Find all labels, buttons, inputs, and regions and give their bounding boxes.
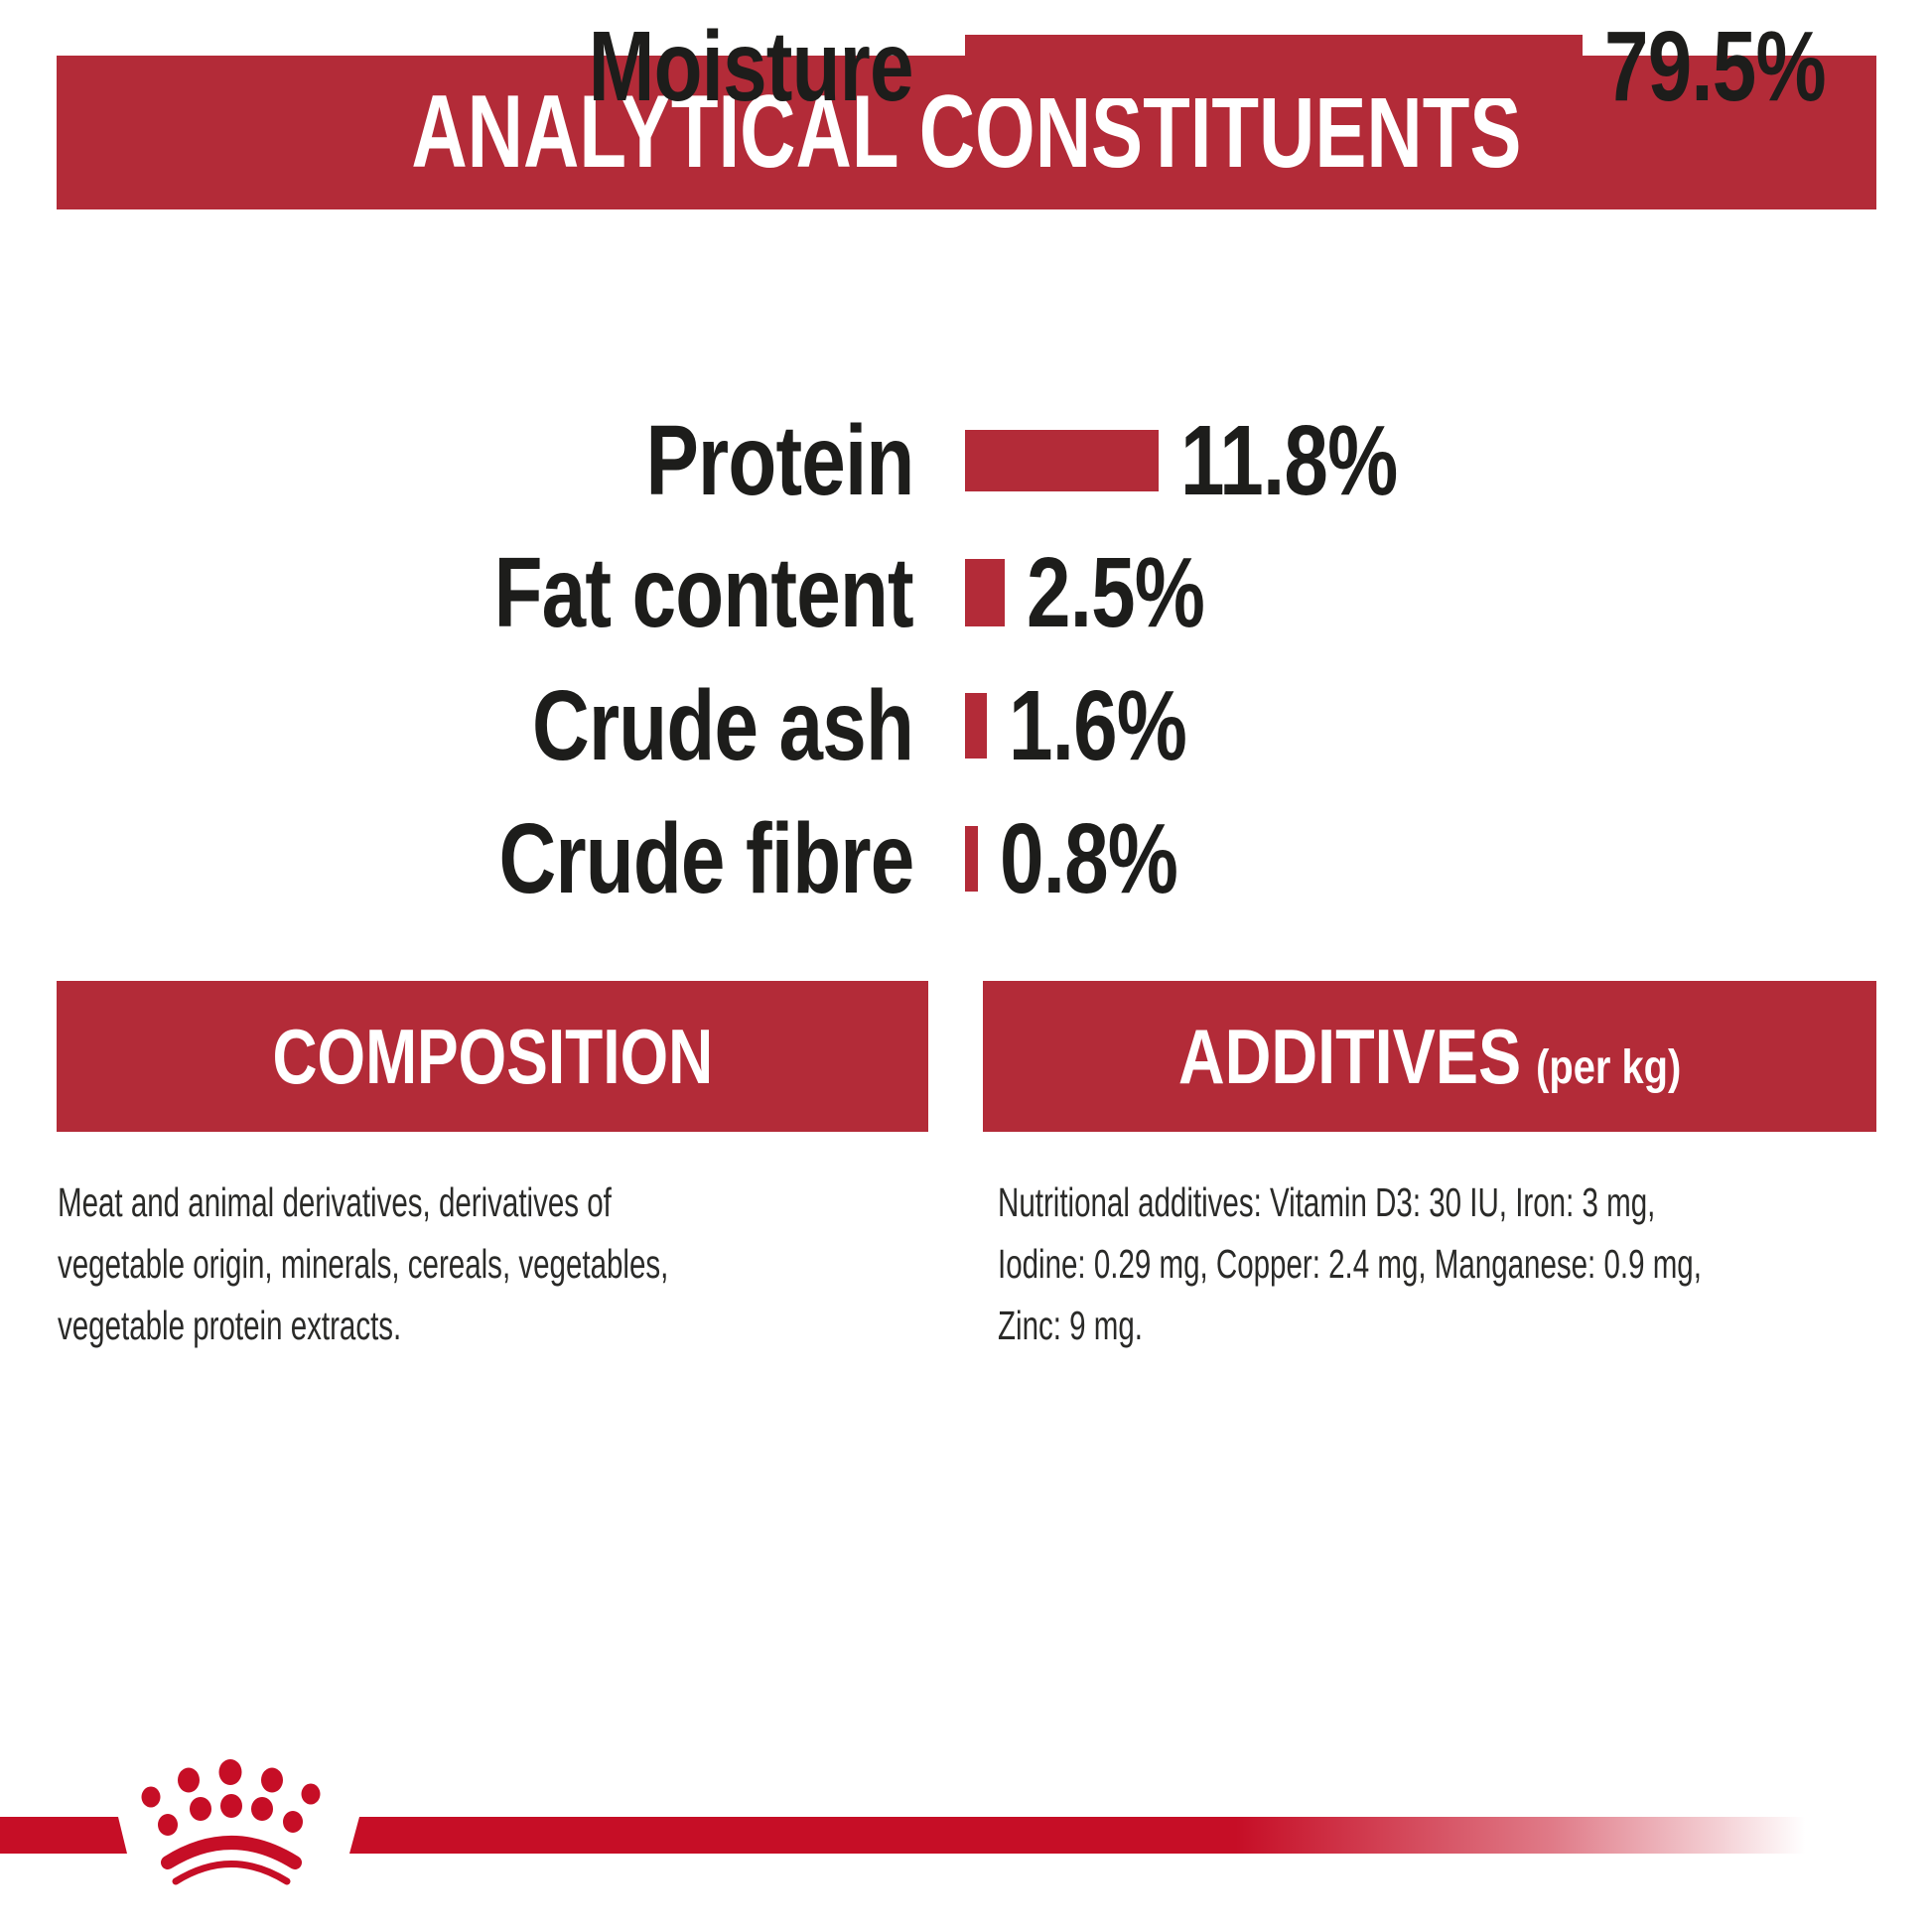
constituent-bar [965,35,1583,98]
additives-line: Zinc: 9 mg. [998,1303,1144,1348]
constituent-bar [965,559,1005,626]
constituent-bar [965,826,978,892]
constituent-bar [965,430,1159,491]
chart-row-crude-ash: Crude ash 1.6% [0,659,1932,792]
additives-title: ADDITIVES (per kg) [1177,1012,1682,1100]
additives-line: Nutritional additives: Vitamin D3: 30 IU… [998,1179,1656,1225]
constituent-bar [965,693,987,759]
composition-title: COMPOSITION [272,1012,713,1100]
chart-row-crude-fibre: Crude fibre 0.8% [0,792,1932,925]
additives-text: Nutritional additives: Vitamin D3: 30 IU… [998,1172,1931,1356]
composition-banner: COMPOSITION [57,981,928,1132]
chart-row-protein: Protein 11.8% [0,394,1932,527]
chart-row-moisture: Moisture 79.5% [0,0,1932,133]
additives-line: Iodine: 0.29 mg, Copper: 2.4 mg, Mangane… [998,1241,1702,1287]
additives-per-kg-note: (per kg) [1536,1040,1682,1094]
constituent-label: Crude ash [531,669,914,781]
footer-stripe-right [349,1817,1932,1854]
constituent-label: Moisture [589,10,914,122]
composition-text: Meat and animal derivatives, derivatives… [58,1172,951,1356]
constituent-value: 79.5% [1604,10,1827,122]
constituent-value: 11.8% [1180,404,1398,516]
composition-line: vegetable origin, minerals, cereals, veg… [58,1241,669,1287]
constituent-label: Protein [645,404,914,516]
composition-line: vegetable protein extracts. [58,1303,402,1348]
composition-line: Meat and animal derivatives, derivatives… [58,1179,612,1225]
royal-canin-crown-icon [132,1753,333,1897]
footer-stripe-left [0,1817,127,1854]
constituent-value: 2.5% [1027,536,1205,648]
additives-banner: ADDITIVES (per kg) [983,981,1876,1132]
constituent-value: 0.8% [1000,802,1178,914]
constituent-value: 1.6% [1009,669,1187,781]
constituent-label: Crude fibre [498,802,914,914]
chart-row-fat-content: Fat content 2.5% [0,526,1932,659]
constituent-label: Fat content [493,536,914,648]
